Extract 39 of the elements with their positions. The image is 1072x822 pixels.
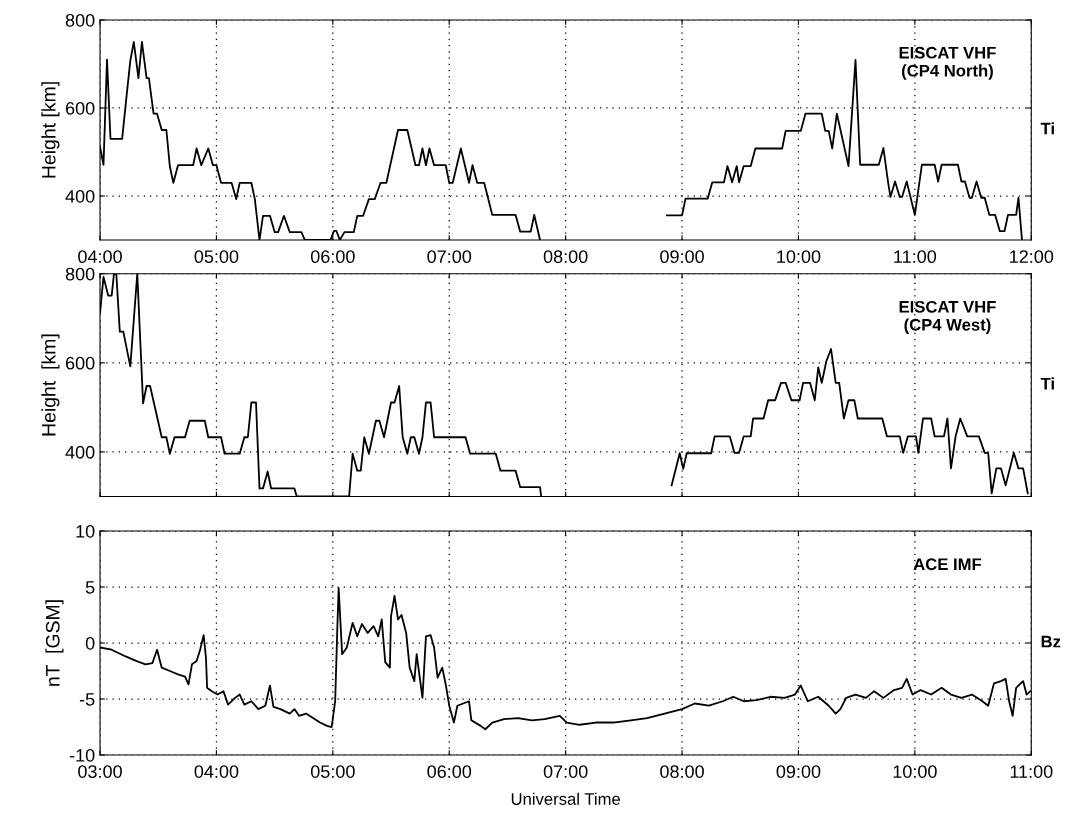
y-tick-label: 400 [65,189,95,203]
y-tick-label: -5 [79,693,95,706]
x-tick-label: 07:00 [427,250,472,264]
x-tick-label: 05:00 [194,250,239,264]
x-tick-label: 10:00 [893,765,937,778]
y-tick-label: -10 [69,748,95,762]
x-tick-label: 06:00 [310,250,355,264]
text: Ti [1040,122,1054,135]
y-tick-label: 600 [65,101,95,115]
x-tick-label: 04:00 [78,250,122,264]
x-tick-label: 09:00 [660,250,704,264]
y-axis-title: Height [km] [41,334,60,436]
y-tick-label: 10 [76,524,95,538]
annotation: EISCAT VHF (CP4 North) [899,46,996,80]
x-tick-label: 11:00 [1010,765,1053,778]
y-tick-label: 800 [65,13,95,27]
y-axis-title: Height [km] [41,82,60,178]
x-tick-label: 04:00 [194,765,239,778]
x-axis-title: Universal Time [511,792,621,805]
x-tick-label: 03:00 [78,765,122,778]
y-tick-label: 600 [65,356,95,370]
y-tick-label: 0 [85,636,95,650]
y-tick-label: 400 [65,445,95,459]
x-tick-label: 06:00 [427,765,472,778]
text: Ti [1040,377,1054,390]
x-tick-label: 12:00 [1010,250,1054,264]
y-tick-label: 800 [65,267,95,281]
x-tick-label: 11:00 [894,250,937,264]
x-tick-label: 07:00 [543,765,588,778]
x-tick-label: 08:00 [660,765,704,778]
y-tick-label: 5 [85,581,95,594]
annotation: ACE IMF [913,558,982,571]
text: Bz [1041,635,1061,648]
annotation: EISCAT VHF (CP4 West) [899,300,996,334]
x-tick-label: 08:00 [543,250,588,264]
x-tick-label: 10:00 [777,250,821,264]
y-axis-title: nT [GSM] [45,600,64,686]
x-tick-label: 09:00 [776,765,821,778]
x-tick-label: 05:00 [310,765,355,778]
